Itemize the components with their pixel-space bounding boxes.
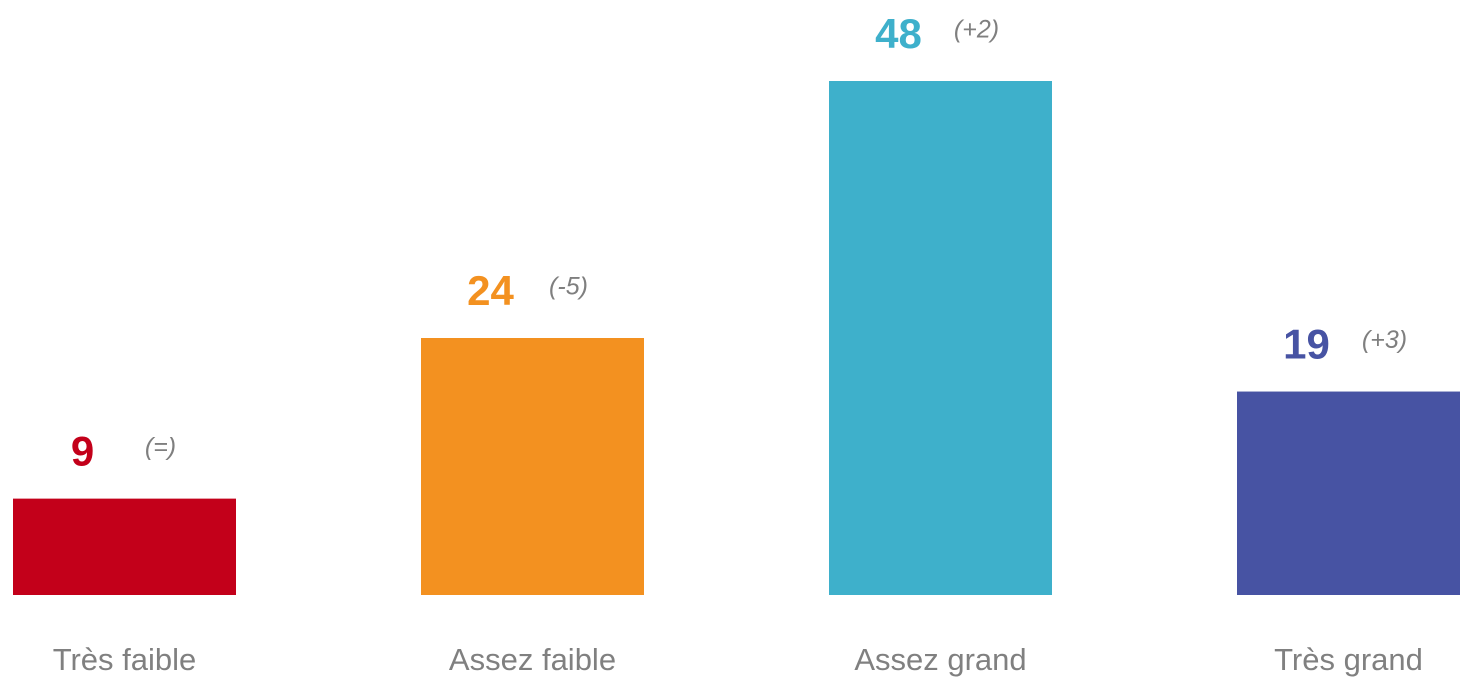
change-label: (-5)	[549, 273, 588, 301]
x-tick-label: Assez faible	[449, 642, 616, 677]
value-label: 48	[875, 10, 922, 57]
x-tick-label: Très faible	[53, 642, 197, 677]
bar	[829, 81, 1052, 595]
x-tick-label: Très grand	[1274, 642, 1423, 677]
change-label: (+2)	[954, 16, 999, 44]
bar	[13, 498, 236, 595]
x-tick-label: Assez grand	[854, 642, 1026, 677]
value-label: 24	[467, 267, 514, 314]
change-label: (+3)	[1362, 326, 1407, 354]
bar	[1237, 391, 1460, 595]
value-label: 9	[71, 428, 94, 475]
bar	[421, 338, 644, 595]
change-label: (=)	[145, 433, 176, 461]
value-label: 19	[1283, 321, 1330, 368]
